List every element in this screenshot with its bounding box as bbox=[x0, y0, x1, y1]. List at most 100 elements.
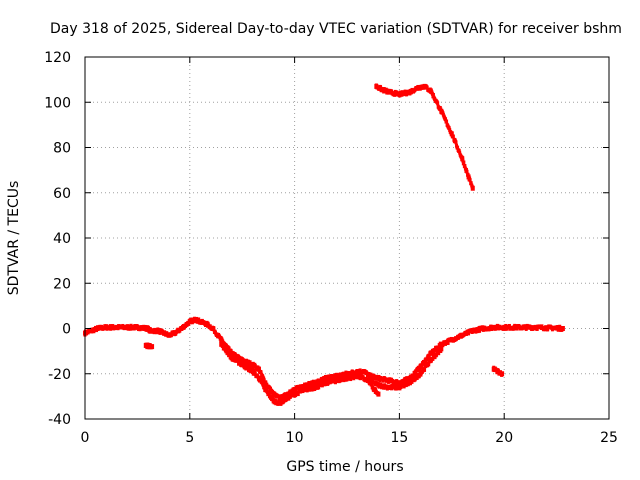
data-point bbox=[380, 87, 385, 93]
data-point bbox=[460, 332, 465, 338]
data-point bbox=[277, 400, 282, 406]
data-point bbox=[179, 326, 184, 331]
data-point bbox=[187, 319, 192, 325]
data-point bbox=[194, 316, 199, 322]
data-point bbox=[296, 392, 300, 397]
data-point bbox=[334, 378, 339, 384]
data-point bbox=[436, 101, 440, 106]
data-point bbox=[292, 391, 297, 397]
data-point bbox=[284, 396, 289, 402]
data-point bbox=[313, 380, 318, 386]
data-point bbox=[523, 324, 528, 330]
label-layer: 0 5 10 15 20 25 -40 -20 0 20 40 60 80 100 120 bbox=[44, 50, 618, 446]
data-point bbox=[478, 328, 482, 333]
data-point bbox=[298, 386, 302, 391]
data-point bbox=[386, 378, 391, 384]
data-point bbox=[470, 185, 475, 191]
data-point bbox=[428, 88, 433, 94]
data-point bbox=[445, 119, 449, 124]
data-point bbox=[147, 328, 152, 334]
data-point bbox=[397, 380, 402, 386]
data-point bbox=[560, 326, 565, 331]
y-tick-label: -40 bbox=[48, 412, 71, 428]
data-point bbox=[224, 348, 228, 353]
data-point bbox=[150, 344, 155, 350]
data-point bbox=[449, 337, 454, 343]
data-point bbox=[439, 341, 444, 347]
data-point bbox=[439, 108, 444, 114]
data-point bbox=[533, 324, 538, 330]
data-point bbox=[554, 325, 559, 331]
data-point bbox=[460, 156, 465, 162]
data-point bbox=[227, 346, 231, 351]
data-point bbox=[418, 364, 423, 370]
data-point bbox=[261, 383, 265, 388]
data-point bbox=[219, 341, 224, 347]
data-point bbox=[219, 337, 224, 343]
data-point bbox=[361, 368, 366, 374]
data-point bbox=[437, 351, 441, 356]
data-point bbox=[386, 89, 391, 95]
series-fragment-b bbox=[491, 365, 505, 377]
data-point bbox=[427, 354, 431, 359]
data-point bbox=[288, 389, 293, 395]
data-point bbox=[558, 324, 562, 329]
data-point bbox=[393, 92, 397, 97]
data-point bbox=[423, 360, 427, 365]
data-point bbox=[248, 366, 252, 371]
data-point bbox=[491, 324, 496, 330]
data-point bbox=[124, 324, 129, 330]
data-point bbox=[544, 325, 549, 331]
data-point bbox=[280, 394, 284, 399]
data-point bbox=[416, 85, 421, 91]
y-tick-label: 60 bbox=[53, 186, 71, 202]
data-point bbox=[248, 360, 252, 365]
data-point bbox=[345, 375, 349, 381]
data-point bbox=[95, 326, 100, 331]
data-point bbox=[292, 387, 297, 393]
data-point bbox=[303, 382, 308, 388]
series-spread-track bbox=[219, 341, 444, 406]
data-point bbox=[263, 387, 268, 393]
data-point bbox=[250, 362, 255, 368]
data-point bbox=[103, 324, 108, 330]
data-point bbox=[132, 326, 136, 331]
data-point bbox=[303, 387, 308, 393]
data-point bbox=[324, 375, 329, 381]
data-point bbox=[262, 378, 266, 383]
data-point bbox=[365, 378, 370, 384]
data-point bbox=[410, 379, 414, 384]
data-point bbox=[512, 324, 517, 330]
series-main-track bbox=[83, 316, 565, 402]
data-point bbox=[465, 169, 469, 174]
x-tick-label: 20 bbox=[495, 430, 513, 446]
data-point bbox=[355, 373, 360, 379]
y-axis-title: SDTVAR / TECUs bbox=[6, 181, 22, 296]
tick-layer bbox=[84, 56, 610, 420]
data-point bbox=[376, 391, 381, 397]
y-tick-label: 80 bbox=[53, 141, 71, 157]
data-point bbox=[470, 328, 475, 334]
data-point bbox=[319, 379, 323, 384]
y-tick-label: -20 bbox=[48, 367, 71, 383]
data-point bbox=[250, 368, 255, 374]
data-point bbox=[135, 324, 140, 330]
data-point bbox=[428, 357, 433, 363]
data-point bbox=[463, 164, 467, 169]
data-point bbox=[372, 387, 377, 393]
data-point bbox=[397, 91, 402, 97]
data-point bbox=[374, 83, 379, 89]
data-point bbox=[246, 359, 250, 364]
data-point bbox=[240, 357, 245, 363]
data-point bbox=[407, 380, 412, 386]
data-point bbox=[222, 345, 226, 350]
data-point bbox=[468, 178, 472, 183]
data-point bbox=[428, 350, 433, 356]
data-point bbox=[418, 371, 423, 377]
y-tick-label: 120 bbox=[44, 50, 71, 66]
data-point bbox=[407, 89, 412, 95]
data-point bbox=[156, 328, 161, 334]
